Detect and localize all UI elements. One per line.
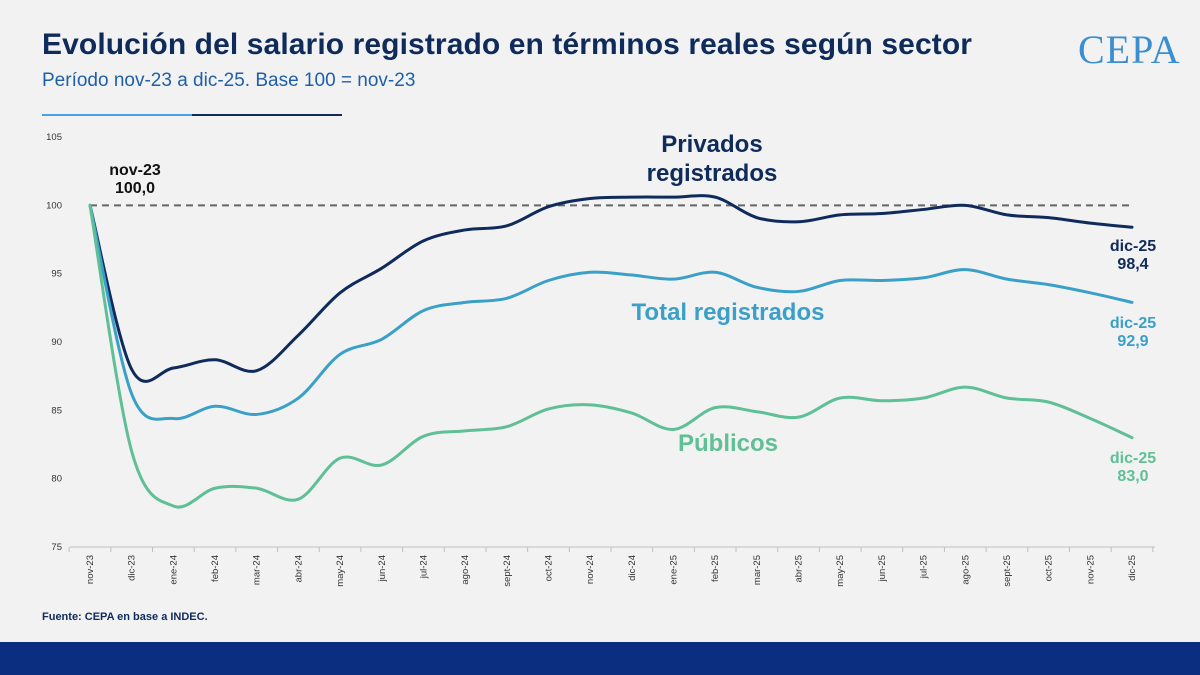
y-tick-label: 90: [51, 337, 62, 348]
end-label-period-privados: dic-25: [1110, 238, 1156, 255]
end-label-value-total: 92,9: [1117, 333, 1148, 350]
x-tick-label: jun-25: [877, 555, 888, 582]
x-tick-label: ene-24: [168, 555, 179, 585]
chart-axes: 75 80 85 90 95 100 105 nov-23 dic-23 ene-24 feb-24…: [46, 132, 1155, 587]
x-tick-label: nov-23: [85, 555, 96, 584]
x-tick-label: oct-25: [1044, 555, 1055, 581]
x-tick-label: sept-25: [1002, 555, 1013, 587]
x-tick-label: jul-24: [418, 555, 429, 579]
x-tick-label: mar-24: [252, 555, 263, 585]
series-line-total: [88, 203, 1134, 421]
x-tick-label: dic-25: [1127, 555, 1138, 581]
line-chart: 75 80 85 90 95 100 105 nov-23 dic-23 ene-24 feb-24…: [46, 131, 1156, 587]
source-note: Fuente: CEPA en base a INDEC.: [42, 611, 208, 623]
x-tick-label: abr-24: [293, 555, 304, 582]
y-tick-label: 80: [51, 474, 62, 485]
title-underline-dark: [192, 114, 342, 116]
x-tick-label: nov-24: [585, 555, 596, 584]
end-label-value-publicos: 83,0: [1117, 468, 1148, 485]
series-label-privados: Privados: [661, 131, 762, 158]
x-tick-label: dic-24: [627, 555, 638, 581]
y-tick-label: 100: [46, 200, 62, 211]
x-tick-label: ago-25: [960, 555, 971, 585]
x-tick-label: feb-24: [210, 555, 221, 582]
y-tick-label: 105: [46, 132, 62, 143]
footer-bar: [0, 642, 1200, 675]
chart-subtitle: Período nov-23 a dic-25. Base 100 = nov-…: [42, 70, 416, 91]
end-label-period-publicos: dic-25: [1110, 450, 1156, 467]
x-tick-label: may-25: [835, 555, 846, 587]
series-label-publicos: Públicos: [678, 430, 778, 457]
x-tick-label: jul-25: [919, 555, 930, 579]
start-label-period: nov-23: [109, 162, 161, 179]
series-label-privados-2: registrados: [647, 160, 778, 187]
y-tick-label: 75: [51, 542, 62, 553]
start-label-value: 100,0: [115, 180, 155, 197]
y-tick-label: 95: [51, 269, 62, 280]
title-underline-light: [42, 114, 192, 116]
x-tick-label: oct-24: [543, 555, 554, 581]
x-tick-label: ene-25: [669, 555, 680, 585]
end-label-period-total: dic-25: [1110, 315, 1156, 332]
y-tick-label: 85: [51, 405, 62, 416]
x-tick-label: jun-24: [377, 555, 388, 582]
x-tick-label: feb-25: [710, 555, 721, 582]
x-tick-label: ago-24: [460, 555, 471, 585]
series-line-privados: [88, 194, 1134, 383]
x-tick-label: sept-24: [502, 555, 513, 587]
x-tick-label: mar-25: [752, 555, 763, 585]
series-label-total: Total registrados: [632, 299, 825, 326]
x-tick-label: nov-25: [1085, 555, 1096, 584]
end-label-value-privados: 98,4: [1117, 256, 1148, 273]
series-line-publicos: [88, 203, 1134, 509]
x-tick-label: may-24: [335, 555, 346, 587]
cepa-logo: CEPA: [1078, 27, 1181, 72]
x-tick-label: dic-23: [127, 555, 138, 581]
chart-title: Evolución del salario registrado en térm…: [42, 28, 973, 61]
chart-series: [88, 194, 1134, 509]
x-tick-label: abr-25: [794, 555, 805, 582]
